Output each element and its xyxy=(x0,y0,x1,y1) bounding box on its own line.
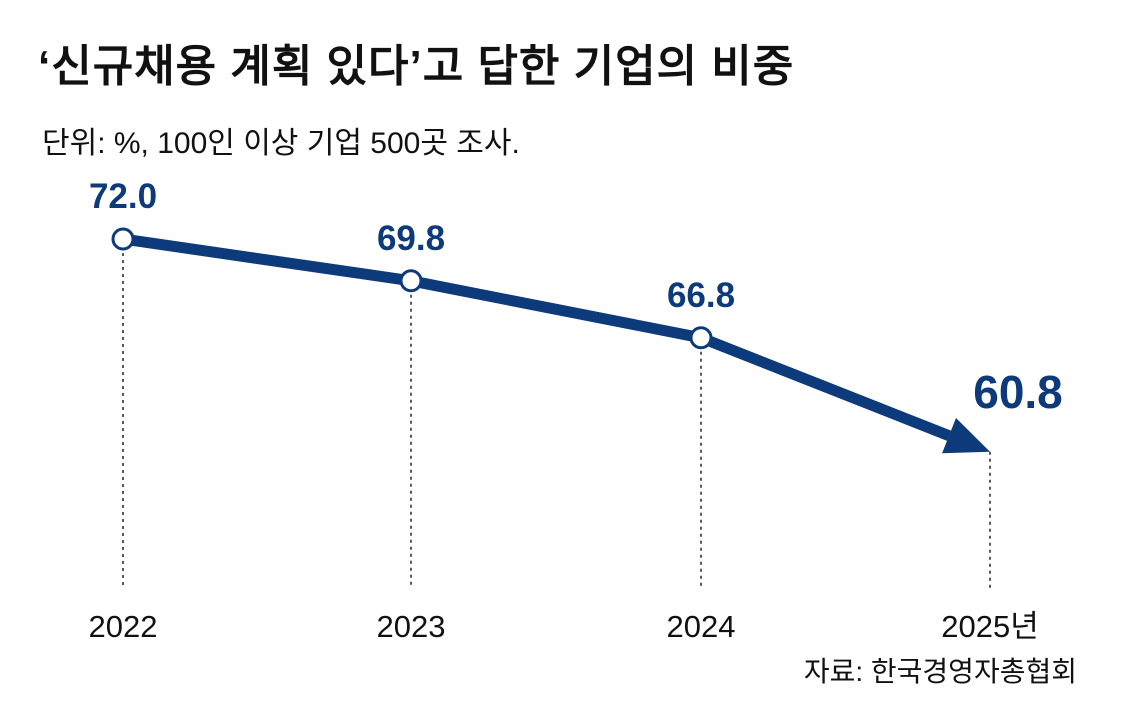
source-credit: 자료: 한국경영자총협회 xyxy=(803,656,1077,687)
point-marker-2022 xyxy=(111,227,135,251)
x-tick-label-2023: 2023 xyxy=(377,609,446,644)
chart-subtitle: 단위: %, 100인 이상 기업 500곳 조사. xyxy=(42,127,520,160)
point-markers xyxy=(111,227,990,454)
value-label-2025: 60.8 xyxy=(973,366,1063,418)
chart-title: ‘신규채용 계획 있다’고 답한 기업의 비중 xyxy=(38,42,795,91)
value-label-2022: 72.0 xyxy=(89,177,157,216)
data-labels: 72.0 69.8 66.8 60.8 xyxy=(89,177,1063,418)
arrow-head-2025 xyxy=(942,418,990,454)
point-marker-2023 xyxy=(399,269,423,293)
x-tick-label-2024: 2024 xyxy=(667,609,736,644)
x-axis-tick-labels: 2022 2023 2024 2025년 xyxy=(89,609,1039,644)
guide-lines xyxy=(122,239,991,588)
series-line-group xyxy=(122,233,952,441)
value-label-2023: 69.8 xyxy=(377,219,445,258)
value-label-2024: 66.8 xyxy=(667,276,735,315)
x-tick-label-2025: 2025년 xyxy=(941,609,1038,644)
point-marker-2024 xyxy=(689,326,713,350)
series-line xyxy=(122,233,952,441)
x-tick-label-2022: 2022 xyxy=(89,609,158,644)
